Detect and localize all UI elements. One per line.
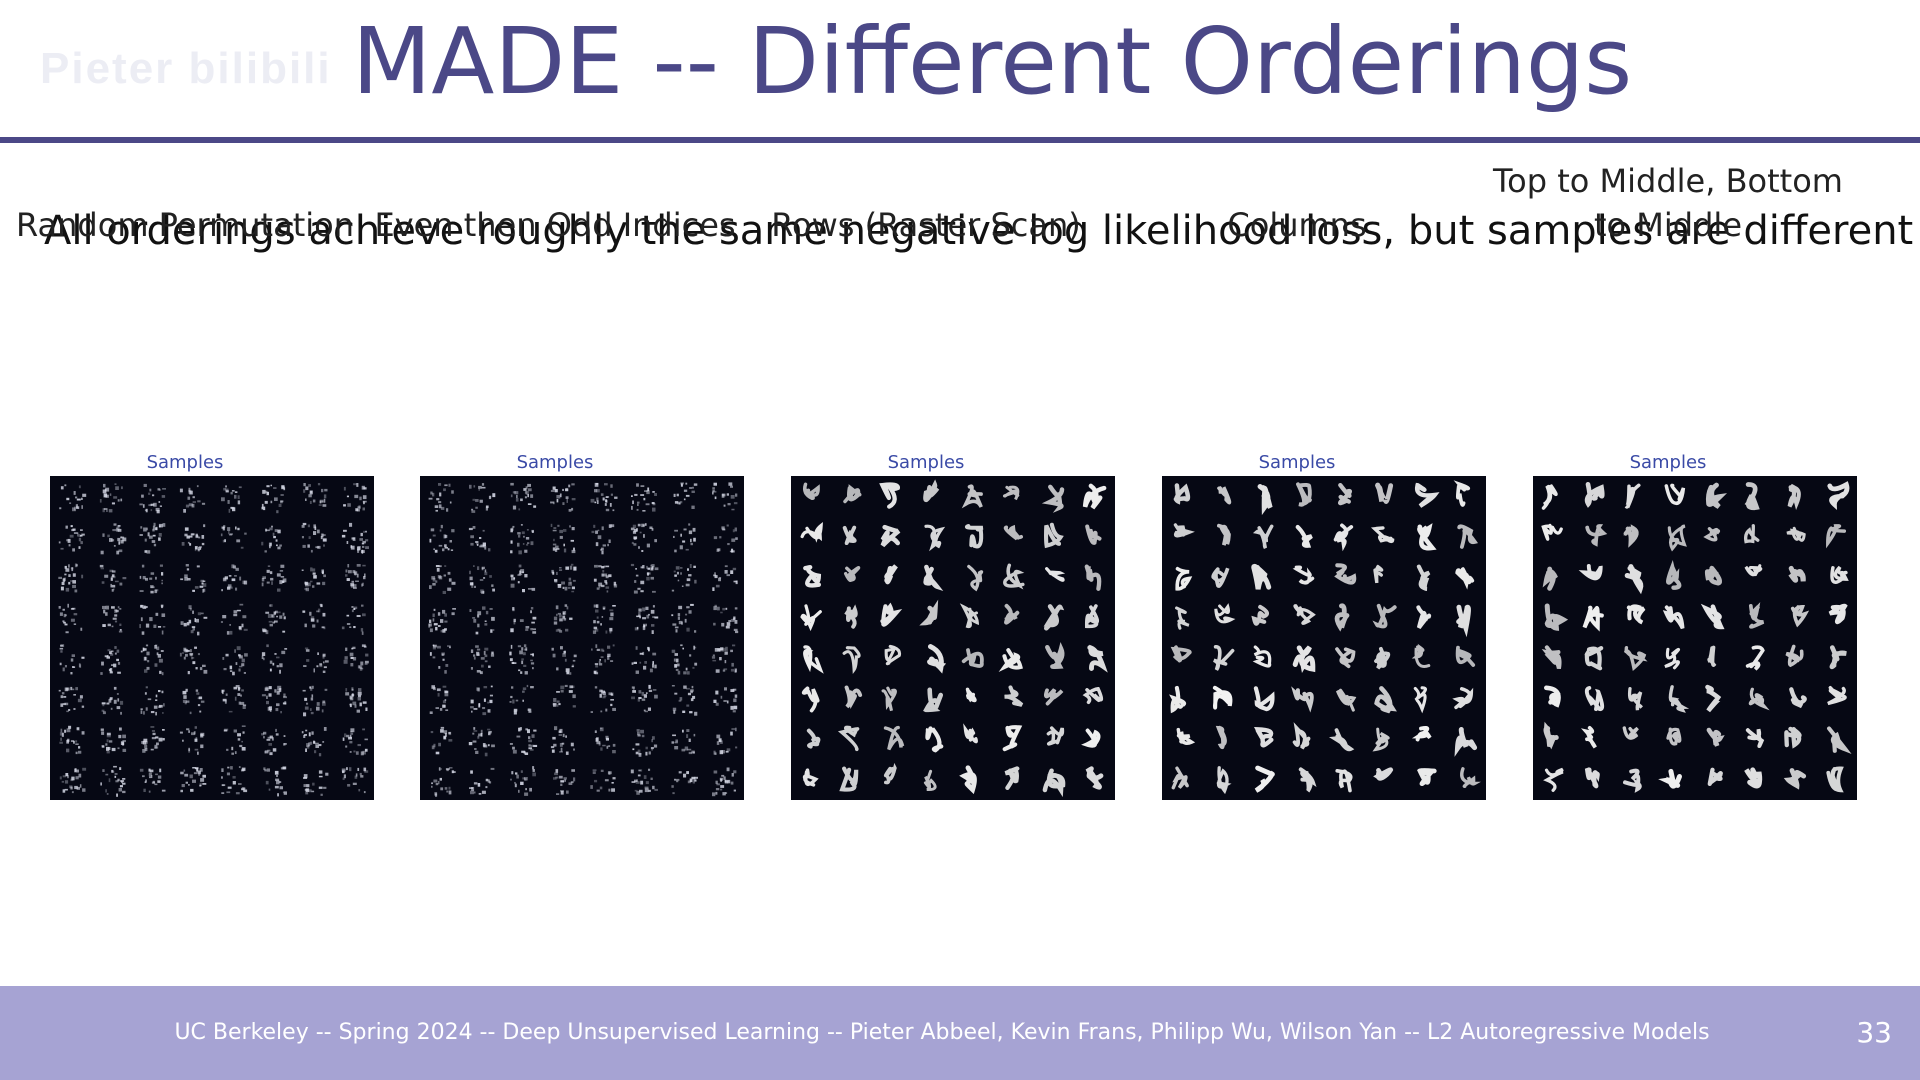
footer-text: UC Berkeley -- Spring 2024 -- Deep Unsup… — [174, 1020, 1710, 1045]
sample-grid-image — [791, 476, 1115, 800]
footer-bar: UC Berkeley -- Spring 2024 -- Deep Unsup… — [0, 986, 1920, 1080]
sample-grid-image — [420, 476, 744, 800]
watermark-logo: Pieter bilibili — [40, 44, 332, 93]
samples-label: Samples — [1629, 452, 1707, 473]
sample-grid-image — [50, 476, 374, 800]
page-number: 33 — [1856, 1016, 1892, 1049]
panel-title: Random Permutation — [16, 206, 354, 244]
panel-title: Even then Odd Indices — [374, 206, 736, 244]
samples-label: Samples — [887, 452, 965, 473]
sample-grid-image — [1162, 476, 1486, 800]
samples-label: Samples — [516, 452, 594, 473]
samples-label: Samples — [146, 452, 224, 473]
panel-title: Columns — [1227, 206, 1367, 244]
title-divider — [0, 137, 1920, 143]
panel-title: Top to Middle, Bottom to Middle — [1493, 162, 1843, 244]
samples-label: Samples — [1258, 452, 1336, 473]
sample-grid-image — [1533, 476, 1857, 800]
slide-subtitle: All orderings achieve roughly the same n… — [44, 208, 1914, 254]
panel-title: Rows (Raster Scan) — [771, 206, 1081, 244]
slide-title: MADE -- Different Orderings — [352, 8, 1633, 115]
